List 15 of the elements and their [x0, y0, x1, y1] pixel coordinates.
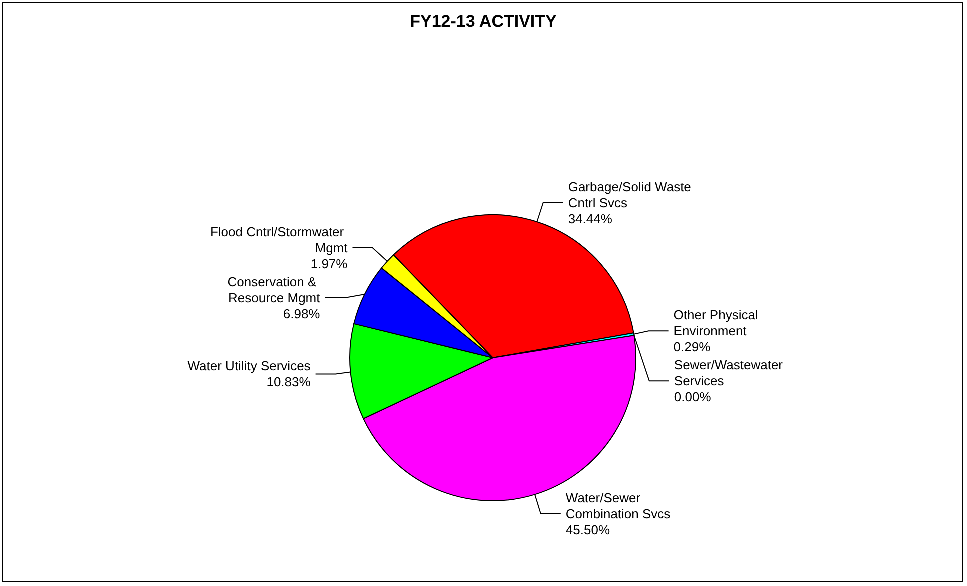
slice-label: Flood Cntrl/Stormwater Mgmt [210, 224, 348, 256]
data-label: 6.98% [283, 306, 321, 322]
slice-label: Other Physical Environment [674, 308, 762, 339]
data-label: 34.44% [568, 211, 613, 226]
slice-label: Conservation & Resource Mgmt [228, 274, 321, 306]
chart-title: FY12-13 ACTIVITY [410, 12, 558, 31]
data-label: 45.50% [566, 522, 610, 538]
slice-label: Garbage/Solid Waste Cntrl Svcs [568, 179, 696, 210]
data-label: 1.97% [310, 256, 348, 272]
data-label: 0.29% [674, 340, 712, 355]
slice-label: Water/Sewer Combination Svcs [566, 490, 672, 522]
category-label: Sewer/Wastewater Services [674, 358, 783, 389]
data-label: 10.83% [266, 374, 312, 390]
slice-label: Water Utility Services [188, 358, 312, 374]
text: 0.00% [674, 390, 712, 405]
